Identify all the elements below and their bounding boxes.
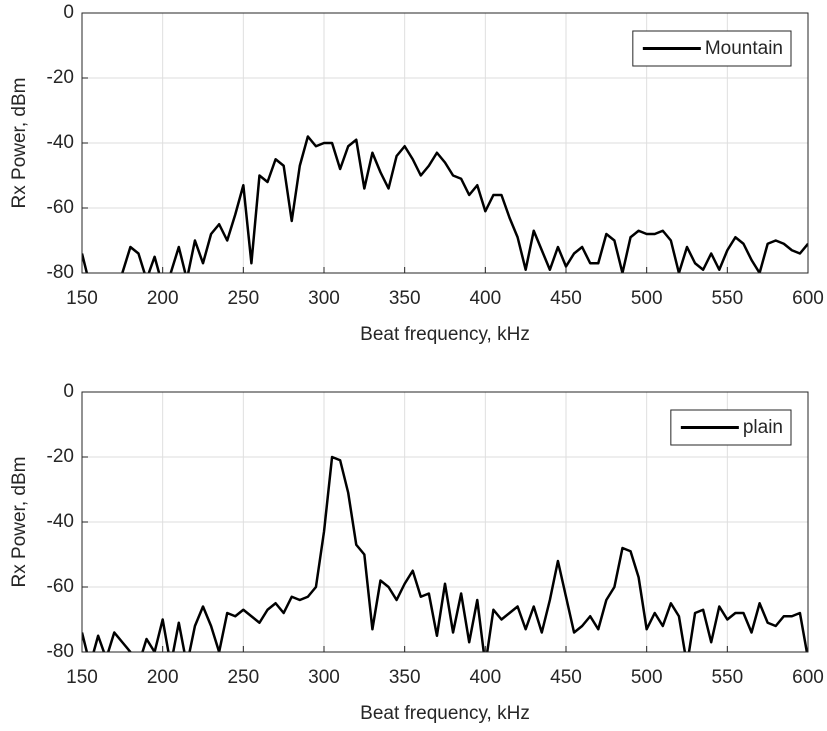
x-tick-label: 200 [147, 667, 179, 688]
y-tick-label: 0 [63, 381, 74, 402]
x-tick-label: 450 [550, 288, 582, 309]
data-line [82, 135, 808, 273]
x-axis-label: Beat frequency, kHz [360, 324, 530, 345]
axes-box [81, 12, 809, 274]
y-axis-label: Rx Power, dBm [9, 457, 30, 588]
data-line [82, 455, 808, 652]
legend: Mountain [632, 30, 792, 67]
y-tick-label: -20 [47, 67, 74, 88]
legend-label: plain [743, 417, 783, 438]
x-axis-label: Beat frequency, kHz [360, 703, 530, 724]
y-axis-label: Rx Power, dBm [9, 78, 30, 209]
x-tick-label: 300 [308, 667, 340, 688]
x-tick-label: 350 [389, 288, 421, 309]
x-tick-label: 200 [147, 288, 179, 309]
chart: 150 200 250 300 350 400 450 500 550 600 -80 -60 -40 -… [9, 381, 824, 724]
x-tick-label: 150 [66, 667, 98, 688]
y-tick-label: -60 [47, 576, 74, 597]
x-tick-label: 300 [308, 288, 340, 309]
chart: 150 200 250 300 350 400 450 500 550 600 -80 -60 -40 -… [9, 2, 824, 345]
x-tick-label: 400 [469, 288, 501, 309]
y-tick-label: -80 [47, 262, 74, 283]
x-tick-label: 450 [550, 667, 582, 688]
y-tick-label: -60 [47, 197, 74, 218]
x-tick-label: 600 [792, 288, 824, 309]
x-tick-label: 500 [631, 667, 663, 688]
x-tick-label: 250 [227, 667, 259, 688]
x-tick-label: 550 [711, 667, 743, 688]
y-tick-label: -40 [47, 132, 74, 153]
y-tick-label: -20 [47, 446, 74, 467]
legend-label: Mountain [705, 38, 783, 59]
y-tick-label: 0 [63, 2, 74, 23]
legend-box [632, 30, 792, 67]
legend: plain [670, 409, 792, 446]
x-tick-label: 400 [469, 667, 501, 688]
x-tick-label: 350 [389, 667, 421, 688]
x-tick-label: 500 [631, 288, 663, 309]
x-tick-label: 600 [792, 667, 824, 688]
y-tick-label: -40 [47, 511, 74, 532]
x-tick-label: 250 [227, 288, 259, 309]
y-tick-label: -80 [47, 641, 74, 662]
x-tick-label: 550 [711, 288, 743, 309]
x-tick-label: 150 [66, 288, 98, 309]
axes-box [81, 391, 809, 653]
